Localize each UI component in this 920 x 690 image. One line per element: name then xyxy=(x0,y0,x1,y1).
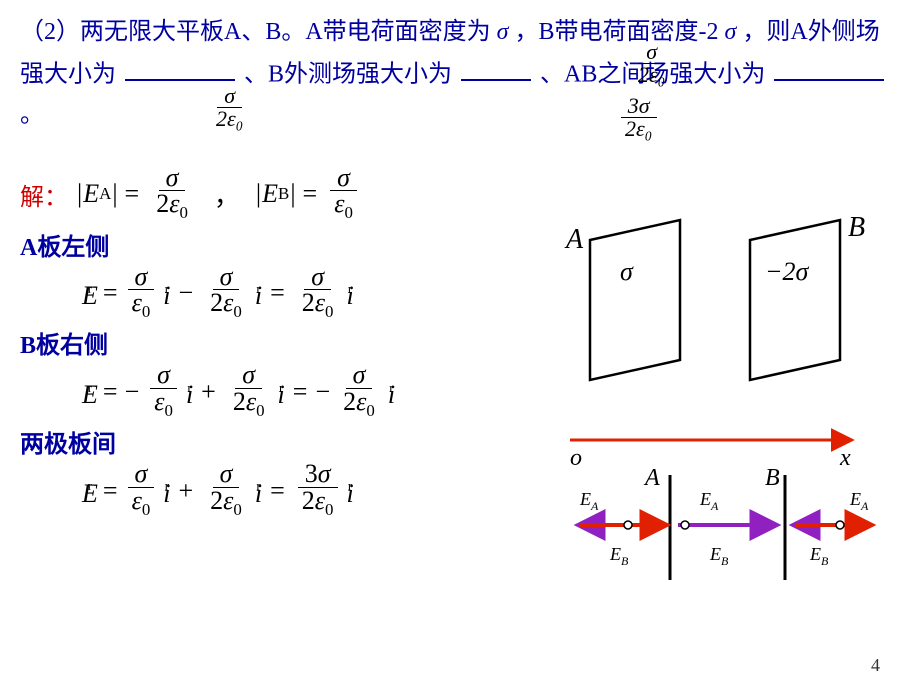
answer-1: σ2ε₀ xyxy=(627,42,676,86)
svg-text:EB: EB xyxy=(709,544,729,568)
answer-2: σ2ε₀ xyxy=(205,86,254,130)
svg-text:EB: EB xyxy=(809,544,829,568)
plate-A-label: A xyxy=(564,224,584,255)
plate-B-label: B xyxy=(848,212,865,243)
svg-text:EA: EA xyxy=(849,489,869,513)
problem-prefix: （2）两无限大平板A、B。A带电荷面密度为 xyxy=(20,19,491,45)
solution-label: 解： xyxy=(20,177,68,212)
problem-mid3: 、B外测场强大小为 xyxy=(244,61,452,87)
parallelogram-diagram: A σ B −2σ xyxy=(550,210,890,410)
blank-2 xyxy=(461,53,531,81)
svg-text:EA: EA xyxy=(579,489,599,513)
axis-A: A xyxy=(643,465,660,491)
sigma-2: σ xyxy=(725,19,737,45)
problem-mid1: ，B带电荷面密度-2 xyxy=(515,19,719,45)
plate-B-sigma: −2σ xyxy=(765,257,810,286)
problem-text: （2）两无限大平板A、B。A带电荷面密度为 σ ，B带电荷面密度-2 σ ，则A… xyxy=(20,12,900,136)
problem-end: 。 xyxy=(20,102,44,128)
answer-3: 3σ2ε₀ xyxy=(614,96,663,140)
axis-diagram: o x A B EA EB EA EB EA EB xyxy=(550,420,890,620)
axis-x: x xyxy=(839,445,851,471)
axis-o: o xyxy=(570,445,582,471)
axis-B: B xyxy=(765,465,780,491)
slide-number: 4 xyxy=(871,655,880,676)
plate-A-sigma: σ xyxy=(620,257,634,286)
sigma-1: σ xyxy=(497,19,509,45)
svg-text:EA: EA xyxy=(699,489,719,513)
blank-3 xyxy=(774,53,884,81)
blank-1 xyxy=(125,53,235,81)
svg-text:EB: EB xyxy=(609,544,629,568)
